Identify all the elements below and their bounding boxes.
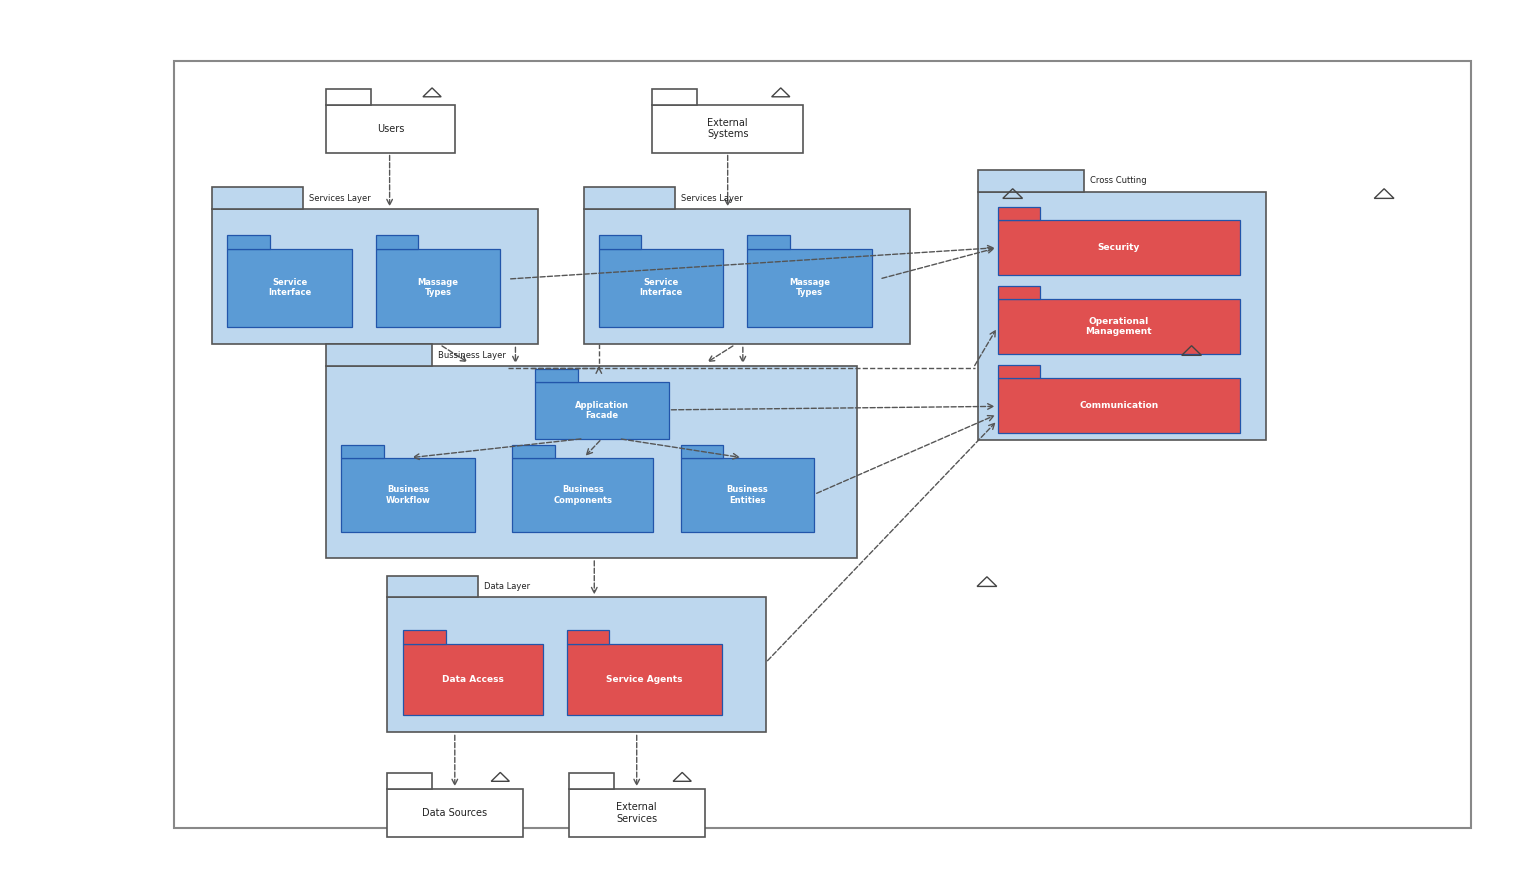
Text: Business
Components: Business Components	[553, 485, 612, 505]
Bar	[535, 369, 578, 382]
Bar	[387, 597, 766, 732]
Text: External
Systems: External Systems	[706, 118, 749, 140]
Bar	[212, 209, 538, 344]
Bar	[227, 249, 352, 327]
Bar	[998, 286, 1040, 299]
Bar	[212, 187, 303, 209]
Bar	[998, 365, 1040, 378]
Text: Data Access: Data Access	[443, 675, 503, 684]
Text: Bussiness Layer: Bussiness Layer	[438, 351, 506, 360]
Bar	[998, 207, 1040, 220]
Bar	[978, 192, 1266, 440]
Bar	[568, 773, 614, 789]
Bar	[403, 630, 446, 644]
Text: Business
Entities: Business Entities	[726, 485, 769, 505]
Bar	[387, 789, 523, 837]
Text: Business
Workflow: Business Workflow	[385, 485, 431, 505]
Bar	[584, 209, 910, 344]
Bar	[403, 644, 543, 715]
Bar	[599, 235, 641, 249]
Bar	[681, 458, 814, 532]
Bar	[387, 576, 478, 597]
Text: Service
Interface: Service Interface	[268, 278, 311, 297]
Text: Services Layer: Services Layer	[681, 194, 743, 203]
Text: Data Sources: Data Sources	[423, 808, 487, 818]
Text: Massage
Types: Massage Types	[417, 278, 459, 297]
Text: Application
Facade: Application Facade	[575, 400, 629, 420]
Text: Users: Users	[376, 124, 405, 133]
Text: Services Layer: Services Layer	[309, 194, 371, 203]
Text: Service Agents: Service Agents	[606, 675, 682, 684]
Bar	[227, 235, 270, 249]
Bar	[341, 458, 475, 532]
Bar	[978, 170, 1084, 192]
Bar	[512, 458, 653, 532]
Bar	[652, 105, 803, 153]
Bar	[376, 249, 500, 327]
Bar	[326, 366, 857, 558]
Text: Massage
Types: Massage Types	[788, 278, 831, 297]
Text: Operational
Management: Operational Management	[1085, 317, 1152, 337]
Bar	[998, 220, 1240, 275]
Bar	[326, 105, 455, 153]
Bar	[747, 249, 872, 327]
Bar	[652, 89, 697, 105]
Text: Communication: Communication	[1079, 401, 1158, 411]
Bar	[567, 630, 609, 644]
Bar	[326, 344, 432, 366]
Bar	[998, 378, 1240, 433]
Bar	[747, 235, 790, 249]
Bar	[326, 89, 371, 105]
Bar	[535, 382, 669, 439]
Bar	[341, 445, 384, 458]
Text: Cross Cutting: Cross Cutting	[1090, 176, 1146, 186]
Bar	[681, 445, 723, 458]
Text: External
Services: External Services	[615, 802, 658, 824]
Text: Data Layer: Data Layer	[484, 582, 529, 591]
Bar	[599, 249, 723, 327]
Bar	[567, 644, 722, 715]
Bar	[584, 187, 675, 209]
Bar	[568, 789, 705, 837]
Text: Service
Interface: Service Interface	[640, 278, 682, 297]
Bar	[174, 61, 1471, 828]
Text: Security: Security	[1098, 242, 1140, 252]
Bar	[998, 299, 1240, 354]
Bar	[376, 235, 418, 249]
Bar	[387, 773, 432, 789]
Bar	[512, 445, 555, 458]
